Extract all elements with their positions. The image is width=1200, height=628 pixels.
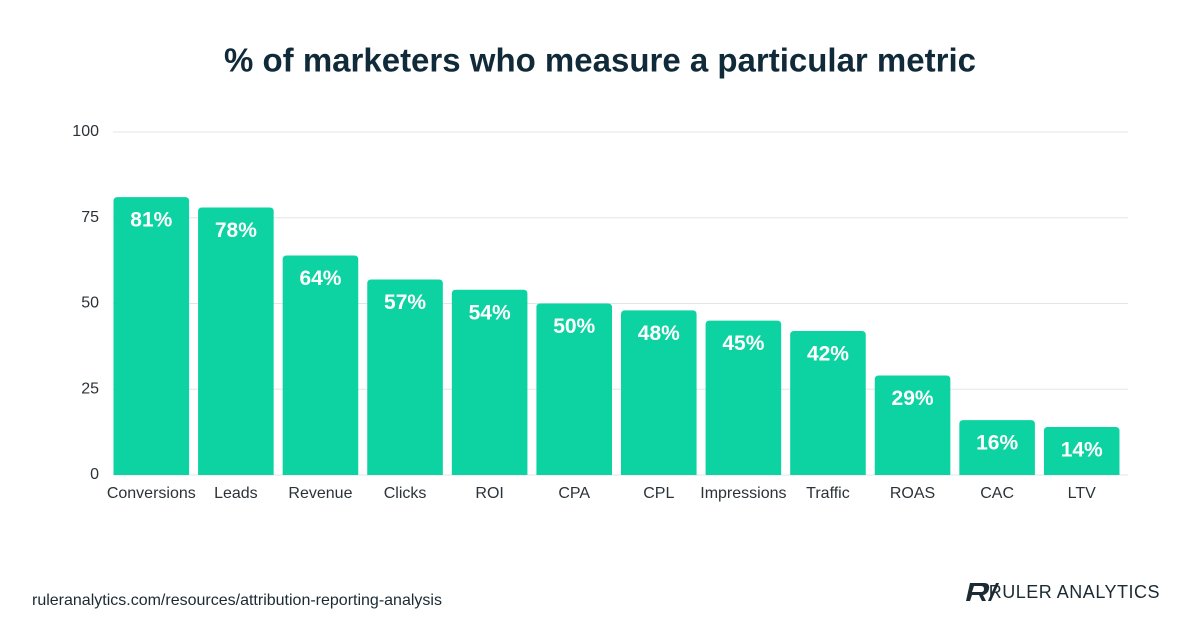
bar xyxy=(874,375,951,475)
y-tick-label: 0 xyxy=(90,466,99,483)
value-label: 64% xyxy=(299,267,341,290)
bar xyxy=(790,330,866,475)
bar xyxy=(959,420,1035,475)
chart-title: % of marketers who measure a particular … xyxy=(224,42,976,79)
bar xyxy=(367,279,443,475)
x-tick-label: Clicks xyxy=(384,485,427,502)
value-label: 54% xyxy=(469,301,511,324)
x-tick-label: Impressions xyxy=(700,485,786,502)
logo-slash xyxy=(988,583,999,601)
logo-r xyxy=(966,583,990,601)
value-label: 45% xyxy=(722,332,764,355)
x-tick-label: LTV xyxy=(1068,485,1096,502)
value-label: 50% xyxy=(553,315,595,338)
value-label: 78% xyxy=(215,219,257,242)
brand-name: RULER ANALYTICS xyxy=(989,582,1160,602)
bar xyxy=(1043,426,1120,475)
y-tick-label: 25 xyxy=(81,380,99,397)
value-label: 16% xyxy=(976,432,1018,455)
bar xyxy=(536,303,612,475)
x-tick-label: Traffic xyxy=(806,485,850,502)
x-tick-label: CAC xyxy=(980,485,1014,502)
x-tick-label: ROI xyxy=(475,485,503,502)
x-tick-label: ROAS xyxy=(890,485,935,502)
brand-logo xyxy=(966,583,999,601)
x-tick-label: CPL xyxy=(643,485,674,502)
value-label: 48% xyxy=(638,322,680,345)
value-label: 57% xyxy=(384,291,426,314)
bar xyxy=(705,320,782,475)
y-tick-label: 100 xyxy=(72,123,99,140)
bar xyxy=(451,289,528,475)
value-label: 42% xyxy=(807,342,849,365)
bar xyxy=(198,207,274,475)
y-tick-label: 75 xyxy=(81,209,99,226)
bar xyxy=(282,255,359,475)
x-tick-label: Revenue xyxy=(288,485,352,502)
value-label: 14% xyxy=(1061,439,1103,462)
bar xyxy=(621,310,697,475)
y-tick-label: 50 xyxy=(81,295,99,312)
x-tick-label: CPA xyxy=(558,485,590,502)
x-tick-label: Conversions xyxy=(107,485,196,502)
source-url: ruleranalytics.com/resources/attribution… xyxy=(32,592,442,609)
bar xyxy=(113,197,190,476)
value-label: 29% xyxy=(892,387,934,410)
value-label: 81% xyxy=(130,209,172,232)
x-tick-label: Leads xyxy=(214,485,258,502)
